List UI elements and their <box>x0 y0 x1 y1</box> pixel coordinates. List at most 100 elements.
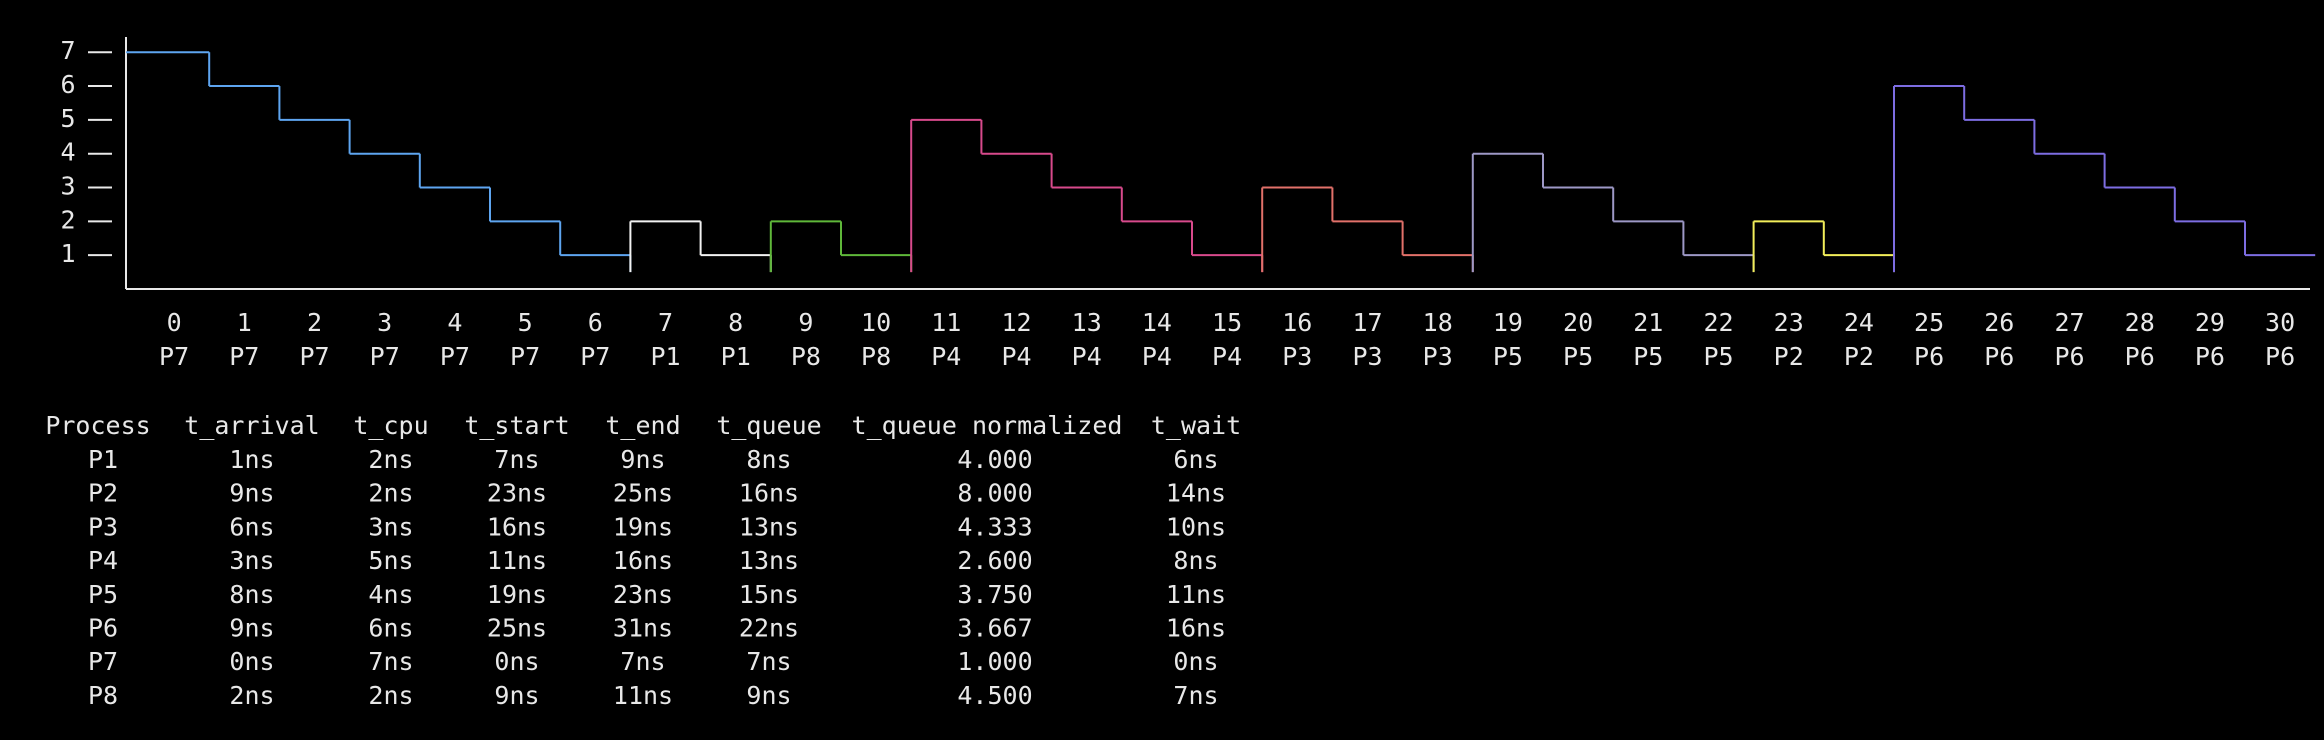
table-cell: 14ns <box>1166 479 1226 508</box>
table-cell: 16ns <box>739 479 799 508</box>
x-tick-label: 11 <box>931 308 961 337</box>
table-header: t_end <box>605 411 680 440</box>
process-label: P7 <box>510 342 540 371</box>
y-tick-label: 4 <box>60 138 75 167</box>
x-tick-label: 22 <box>1703 308 1733 337</box>
table-header: t_arrival <box>184 411 319 440</box>
table-cell: P5 <box>88 580 118 609</box>
y-tick-label: 3 <box>60 172 75 201</box>
table-cell: 22ns <box>739 614 799 643</box>
table-cell: 1ns <box>229 445 274 474</box>
x-tick-label: 10 <box>861 308 891 337</box>
x-tick-label: 0 <box>167 308 182 337</box>
table-cell: 0ns <box>494 647 539 676</box>
table-cell: 9ns <box>229 614 274 643</box>
table-header: t_queue normalized <box>852 411 1123 440</box>
table-header: t_cpu <box>353 411 428 440</box>
table-cell: 3.667 <box>957 614 1032 643</box>
y-tick-label: 6 <box>60 70 75 99</box>
table-cell: 6ns <box>368 614 413 643</box>
table-cell: 4ns <box>368 580 413 609</box>
table-cell: 2ns <box>368 681 413 710</box>
x-tick-label: 8 <box>728 308 743 337</box>
x-tick-label: 13 <box>1072 308 1102 337</box>
x-tick-label: 27 <box>2054 308 2084 337</box>
process-label: P7 <box>580 342 610 371</box>
process-label: P5 <box>1563 342 1593 371</box>
process-label: P6 <box>2265 342 2295 371</box>
table-cell: 9ns <box>229 479 274 508</box>
process-label: P2 <box>1774 342 1804 371</box>
process-label: P2 <box>1844 342 1874 371</box>
y-tick-label: 7 <box>60 36 75 65</box>
process-label: P4 <box>1212 342 1242 371</box>
table-cell: 16ns <box>487 512 547 541</box>
table-cell: 6ns <box>229 512 274 541</box>
table-cell: 8ns <box>229 580 274 609</box>
table-cell: 7ns <box>746 647 791 676</box>
table-cell: 19ns <box>487 580 547 609</box>
x-tick-label: 26 <box>1984 308 2014 337</box>
x-tick-label: 23 <box>1774 308 1804 337</box>
process-label: P4 <box>1072 342 1102 371</box>
table-cell: P8 <box>88 681 118 710</box>
process-label: P7 <box>229 342 259 371</box>
x-tick-label: 21 <box>1633 308 1663 337</box>
process-label: P8 <box>791 342 821 371</box>
process-label: P5 <box>1493 342 1523 371</box>
table-header: Process <box>45 411 150 440</box>
x-tick-label: 3 <box>377 308 392 337</box>
table-cell: 7ns <box>494 445 539 474</box>
table-cell: 19ns <box>613 512 673 541</box>
y-tick-label: 2 <box>60 205 75 234</box>
table-cell: 9ns <box>494 681 539 710</box>
process-label: P4 <box>931 342 961 371</box>
table-cell: 9ns <box>620 445 665 474</box>
table-header: t_queue <box>716 411 821 440</box>
x-tick-label: 2 <box>307 308 322 337</box>
process-label: P7 <box>299 342 329 371</box>
table-cell: 6ns <box>1173 445 1218 474</box>
table-cell: 8ns <box>1173 546 1218 575</box>
table-cell: 25ns <box>613 479 673 508</box>
process-label: P6 <box>2054 342 2084 371</box>
table-cell: 11ns <box>1166 580 1226 609</box>
table-cell: 13ns <box>739 512 799 541</box>
table-cell: 2ns <box>368 479 413 508</box>
table-cell: 2ns <box>229 681 274 710</box>
table-cell: 8ns <box>746 445 791 474</box>
x-tick-label: 30 <box>2265 308 2295 337</box>
table-header: t_wait <box>1151 411 1241 440</box>
x-tick-label: 20 <box>1563 308 1593 337</box>
x-tick-label: 1 <box>237 308 252 337</box>
process-label: P5 <box>1633 342 1663 371</box>
x-tick-label: 17 <box>1352 308 1382 337</box>
table-cell: P2 <box>88 479 118 508</box>
table-cell: P7 <box>88 647 118 676</box>
process-label: P7 <box>159 342 189 371</box>
x-tick-label: 19 <box>1493 308 1523 337</box>
x-tick-label: 6 <box>588 308 603 337</box>
table-cell: 4.333 <box>957 512 1032 541</box>
process-label: P3 <box>1282 342 1312 371</box>
x-tick-label: 16 <box>1282 308 1312 337</box>
x-tick-label: 4 <box>447 308 462 337</box>
table-cell: 4.000 <box>957 445 1032 474</box>
table-cell: 15ns <box>739 580 799 609</box>
table-header: t_start <box>464 411 569 440</box>
x-tick-label: 7 <box>658 308 673 337</box>
table-cell: 2ns <box>368 445 413 474</box>
table-cell: 2.600 <box>957 546 1032 575</box>
process-label: P6 <box>1984 342 2014 371</box>
x-tick-label: 29 <box>2195 308 2225 337</box>
table-cell: 0ns <box>229 647 274 676</box>
x-tick-label: 28 <box>2125 308 2155 337</box>
table-cell: 7ns <box>368 647 413 676</box>
table-cell: 3ns <box>229 546 274 575</box>
table-cell: P6 <box>88 614 118 643</box>
table-cell: 3ns <box>368 512 413 541</box>
x-tick-label: 18 <box>1423 308 1453 337</box>
process-label: P7 <box>370 342 400 371</box>
process-label: P4 <box>1001 342 1031 371</box>
